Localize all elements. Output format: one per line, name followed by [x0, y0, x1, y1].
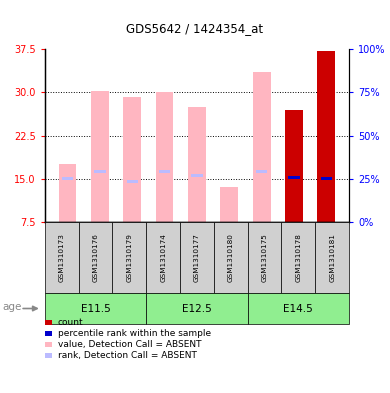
Bar: [220, 187, 238, 222]
Bar: [285, 110, 303, 222]
Text: E14.5: E14.5: [284, 303, 313, 314]
Bar: [159, 171, 170, 173]
Text: GSM1310175: GSM1310175: [262, 233, 268, 282]
Bar: [256, 171, 267, 173]
Text: GSM1310178: GSM1310178: [295, 233, 301, 282]
Text: GSM1310181: GSM1310181: [329, 233, 335, 282]
Bar: [188, 107, 206, 222]
Text: GSM1310174: GSM1310174: [160, 233, 166, 282]
Bar: [91, 91, 109, 222]
Text: age: age: [2, 301, 21, 312]
Bar: [94, 171, 106, 173]
Text: rank, Detection Call = ABSENT: rank, Detection Call = ABSENT: [58, 351, 197, 360]
Bar: [127, 180, 138, 183]
Text: percentile rank within the sample: percentile rank within the sample: [58, 329, 211, 338]
Text: E11.5: E11.5: [81, 303, 110, 314]
Bar: [253, 72, 271, 222]
Text: count: count: [58, 318, 83, 327]
Text: GSM1310173: GSM1310173: [59, 233, 65, 282]
Text: GSM1310180: GSM1310180: [228, 233, 234, 282]
Bar: [123, 97, 141, 222]
Bar: [58, 164, 76, 222]
Bar: [156, 92, 174, 222]
Bar: [321, 177, 332, 180]
Bar: [191, 174, 203, 177]
Bar: [317, 51, 335, 222]
Text: GSM1310176: GSM1310176: [92, 233, 99, 282]
Text: GSM1310177: GSM1310177: [194, 233, 200, 282]
Text: E12.5: E12.5: [182, 303, 212, 314]
Bar: [62, 177, 73, 180]
Bar: [288, 176, 300, 179]
Text: GDS5642 / 1424354_at: GDS5642 / 1424354_at: [126, 22, 264, 35]
Text: GSM1310179: GSM1310179: [126, 233, 132, 282]
Text: value, Detection Call = ABSENT: value, Detection Call = ABSENT: [58, 340, 201, 349]
